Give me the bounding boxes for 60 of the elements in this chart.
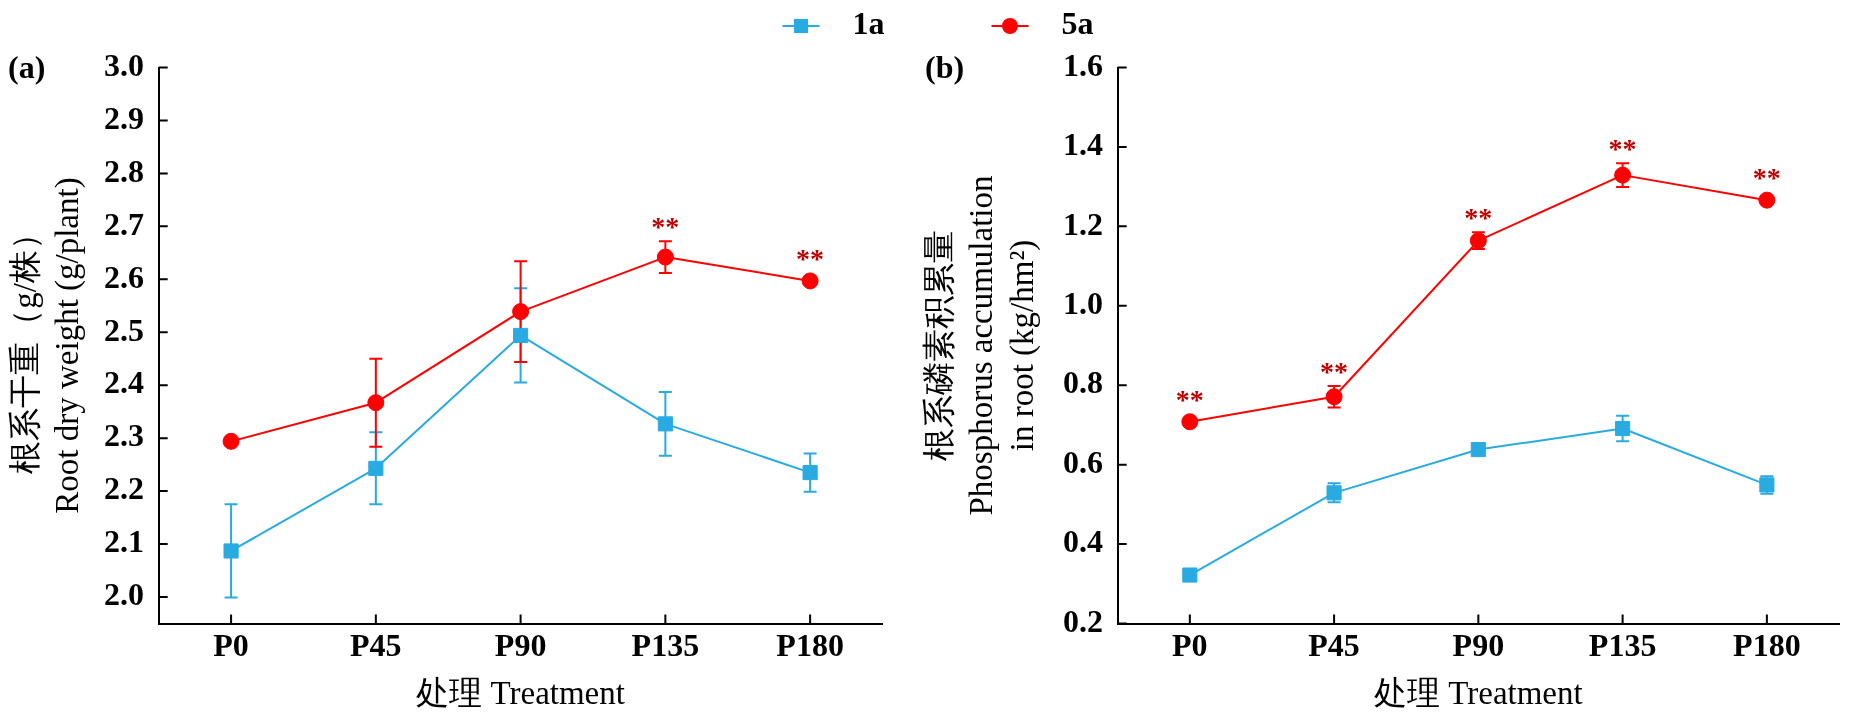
point xyxy=(1181,413,1199,431)
x-tick-label: P180 xyxy=(1733,626,1801,663)
y-tick-label: 0.4 xyxy=(1063,523,1103,560)
annotation: ** xyxy=(1320,356,1349,388)
y-tick-label: 2.2 xyxy=(104,470,144,507)
y-tick-label: 2.6 xyxy=(104,258,144,295)
x-axis-title: 处理 Treatment xyxy=(416,674,625,711)
y-tick-label: 0.2 xyxy=(1063,602,1103,639)
point xyxy=(368,460,384,476)
annotation: ** xyxy=(1175,383,1204,415)
point xyxy=(1615,420,1631,437)
x-tick-label: P90 xyxy=(494,626,547,663)
annotation: ** xyxy=(1752,162,1781,194)
x-tick-label: P0 xyxy=(1172,626,1208,663)
point xyxy=(513,327,529,344)
point xyxy=(1758,191,1776,209)
point xyxy=(222,432,240,450)
point xyxy=(512,303,530,321)
y-tick-label: 2.9 xyxy=(104,99,144,136)
point xyxy=(656,248,674,266)
point xyxy=(1614,166,1632,184)
point xyxy=(223,543,239,559)
annotation: ** xyxy=(1608,133,1637,165)
x-tick-label: P90 xyxy=(1452,626,1505,663)
y-axis-title: 根系磷素积累量 Phosphorus accumulation in root (kg/hm²) xyxy=(920,175,1042,516)
y-tick-label: 2.4 xyxy=(104,364,144,401)
y-tick-label: 2.1 xyxy=(104,523,144,560)
y-tick-label: 0.6 xyxy=(1063,443,1103,480)
point xyxy=(801,272,819,290)
x-tick-label: P0 xyxy=(213,626,249,663)
y-tick-label: 3.0 xyxy=(104,46,144,83)
point xyxy=(802,465,818,481)
annotation: ** xyxy=(796,242,825,274)
point xyxy=(367,394,385,412)
y-tick-label: 1.4 xyxy=(1063,126,1103,163)
y-tick-label: 2.8 xyxy=(104,152,144,189)
y-tick-label: 1.0 xyxy=(1063,285,1103,322)
y-tick-label: 2.0 xyxy=(104,576,144,613)
chart-title: (b) xyxy=(925,48,965,85)
x-tick-label: P45 xyxy=(350,626,402,663)
y-axis-title: 根系干重（g/株） Root dry weight (g/plant) xyxy=(6,177,86,514)
chart-title: (a) xyxy=(8,48,46,85)
y-tick-label: 2.5 xyxy=(104,311,144,348)
x-tick-label: P180 xyxy=(776,626,844,663)
point xyxy=(1182,567,1198,583)
y-tick-label: 2.7 xyxy=(104,205,144,242)
x-tick-label: P45 xyxy=(1308,626,1360,663)
y-tick-label: 1.2 xyxy=(1063,205,1103,242)
x-axis-title: 处理 Treatment xyxy=(1374,674,1583,711)
y-tick-label: 2.3 xyxy=(104,417,144,454)
y-tick-label: 0.8 xyxy=(1063,364,1103,401)
point xyxy=(657,416,673,432)
point xyxy=(1470,441,1486,458)
annotation: ** xyxy=(651,211,680,243)
legend-label: 1a xyxy=(852,5,885,42)
y-tick-label: 1.6 xyxy=(1063,46,1103,83)
annotation: ** xyxy=(1464,202,1493,234)
legend-label: 5a xyxy=(1061,5,1094,42)
x-tick-label: P135 xyxy=(631,626,700,663)
x-tick-label: P135 xyxy=(1588,626,1657,663)
